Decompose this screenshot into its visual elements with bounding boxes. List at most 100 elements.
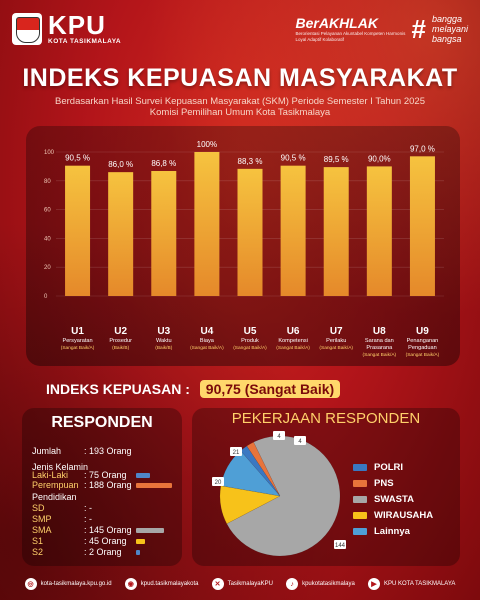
- gender-value: : 188 Orang: [84, 480, 132, 490]
- footer-text: kpukotatasikmalaya: [302, 581, 355, 587]
- legend-swatch: [353, 496, 367, 503]
- bar: [151, 171, 177, 296]
- education-value: : 145 Orang: [84, 525, 132, 535]
- akhlak-desc: Berorientasi Pelayanan Akuntabel Kompete…: [295, 31, 406, 42]
- legend-item: PNS: [353, 478, 433, 489]
- pie-legend: POLRI PNS SWASTA WIRAUSAHA Lainnya: [353, 462, 433, 542]
- x-icon: ✕: [211, 578, 224, 590]
- gender-value: : 75 Orang: [84, 470, 127, 480]
- index-label: INDEKS KEPUASAN :: [46, 381, 190, 397]
- hashtag-icon: #: [411, 14, 426, 44]
- education-label: S1: [32, 536, 44, 546]
- bangga-line: bangsa: [431, 34, 462, 44]
- footer-link[interactable]: ✕ TasikmalayaKPU: [211, 578, 273, 590]
- page-title: INDEKS KEPUASAN MASYARAKAT: [22, 64, 458, 92]
- kpu-emblem-icon: [12, 12, 42, 45]
- legend-swatch: [353, 464, 367, 471]
- pie-slice: [246, 441, 281, 497]
- legend-item: POLRI: [353, 462, 433, 473]
- category-rating: (Sangat Baik/A): [319, 345, 353, 351]
- footer-text: kpud.tasikmalayakota: [140, 581, 199, 587]
- data-label: 90,0%: [368, 154, 391, 163]
- data-label: 97,0 %: [410, 144, 435, 153]
- pie-chart: 4 4 144 20 21: [212, 431, 346, 557]
- category-rating: (Sangat Baik/A): [406, 352, 440, 358]
- legend-item: Lainnya: [353, 526, 433, 537]
- x-tick-label: U6: [287, 326, 300, 337]
- category-rating: (Sangat Baik/A): [190, 345, 224, 351]
- count-bar: [136, 483, 172, 488]
- legend-swatch: [353, 512, 367, 519]
- pie-slice: [226, 435, 341, 557]
- bar: [366, 166, 392, 296]
- footer-link[interactable]: ◉ kpud.tasikmalayakota: [124, 578, 199, 590]
- education-value: : -: [84, 514, 92, 524]
- category-rating: (Sangat Baik/A): [233, 345, 267, 351]
- bangga-melayani-bangsa: bangga melayani bangsa: [432, 14, 468, 44]
- category-rating: (Baik/B): [155, 345, 172, 351]
- count-bar: [136, 528, 164, 533]
- legend-swatch: [353, 528, 367, 535]
- x-tick-label: U7: [330, 326, 343, 337]
- education-value: : -: [84, 503, 92, 513]
- category-rating: (Baik/B): [112, 345, 129, 351]
- education-label: SMA: [32, 525, 52, 535]
- data-label: 86,8 %: [151, 159, 176, 168]
- slice-label-box: [294, 436, 306, 445]
- category-rating: (Sangat Baik/A): [276, 345, 310, 351]
- berakhlak-badge: BerAKHLAK Berorientasi Pelayanan Akuntab…: [296, 14, 469, 44]
- category-desc: Penanganan: [407, 338, 439, 344]
- slice-label: 20: [215, 480, 222, 486]
- y-tick-label: 80: [44, 179, 51, 185]
- slice-label: 4: [298, 439, 302, 445]
- slice-label: 144: [335, 543, 346, 549]
- y-tick-label: 60: [44, 208, 51, 214]
- education-value: : 2 Orang: [84, 547, 122, 557]
- count-bar: [136, 539, 145, 544]
- slice-label: 4: [277, 434, 281, 440]
- data-label: 89,5 %: [324, 155, 349, 164]
- gender-title: Jenis Kelamin: [32, 462, 89, 472]
- logo-subtext: KOTA TASIKMALAYA: [48, 38, 122, 45]
- category-rating: (Sangat Baik/A): [363, 352, 397, 358]
- footer-link[interactable]: ◎ kota-tasikmalaya.kpu.go.id: [24, 578, 112, 590]
- bar: [280, 165, 306, 296]
- footer-text: kota-tasikmalaya.kpu.go.id: [40, 581, 112, 587]
- logo-text: KPU: [48, 10, 106, 40]
- page-subtitle: Berdasarkan Hasil Survei Kepuasan Masyar…: [0, 96, 480, 118]
- jumlah-label: Jumlah: [32, 446, 62, 456]
- legend-label: POLRI: [374, 462, 404, 473]
- data-label: 90,5 %: [65, 154, 90, 163]
- gender-label: Perempuan: [32, 480, 79, 490]
- footer-link[interactable]: ♪ kpukotatasikmalaya: [286, 578, 355, 590]
- slice-label-box: [212, 477, 224, 486]
- x-tick-label: U9: [416, 326, 429, 337]
- footer-text: KPU KOTA TASIKMALAYA: [383, 581, 456, 587]
- legend-swatch: [353, 480, 367, 487]
- category-desc: Prosedur: [109, 338, 132, 344]
- x-tick-label: U1: [71, 326, 84, 337]
- x-tick-label: U4: [200, 326, 213, 337]
- legend-label: PNS: [374, 478, 394, 489]
- category-desc: Kompetensi: [278, 338, 308, 344]
- education-label: SD: [32, 503, 45, 513]
- legend-item: SWASTA: [353, 494, 433, 505]
- footer: ◎ kota-tasikmalaya.kpu.go.id ◉ kpud.tasikma…: [0, 578, 480, 590]
- education-value: : 45 Orang: [84, 536, 127, 546]
- data-label: 88,3 %: [238, 157, 263, 166]
- bar: [65, 165, 91, 296]
- x-tick-label: U5: [244, 326, 257, 337]
- category-desc: Produk: [241, 338, 259, 344]
- category-desc: Sarana dan: [365, 338, 394, 344]
- category-desc: Prasarana: [366, 345, 393, 351]
- footer-text: TasikmalayaKPU: [227, 581, 273, 587]
- count-bar: [136, 550, 140, 555]
- category-desc: Pengaduan: [408, 345, 437, 351]
- category-rating: (Sangat Baik/A): [61, 345, 95, 351]
- category-desc: Waktu: [156, 338, 172, 344]
- index-kepuasan: INDEKS KEPUASAN : 90,75 (Sangat Baik): [46, 380, 341, 398]
- data-label: 100%: [197, 140, 217, 149]
- x-tick-label: U8: [373, 326, 386, 337]
- footer-link[interactable]: ▶ KPU KOTA TASIKMALAYA: [367, 578, 456, 590]
